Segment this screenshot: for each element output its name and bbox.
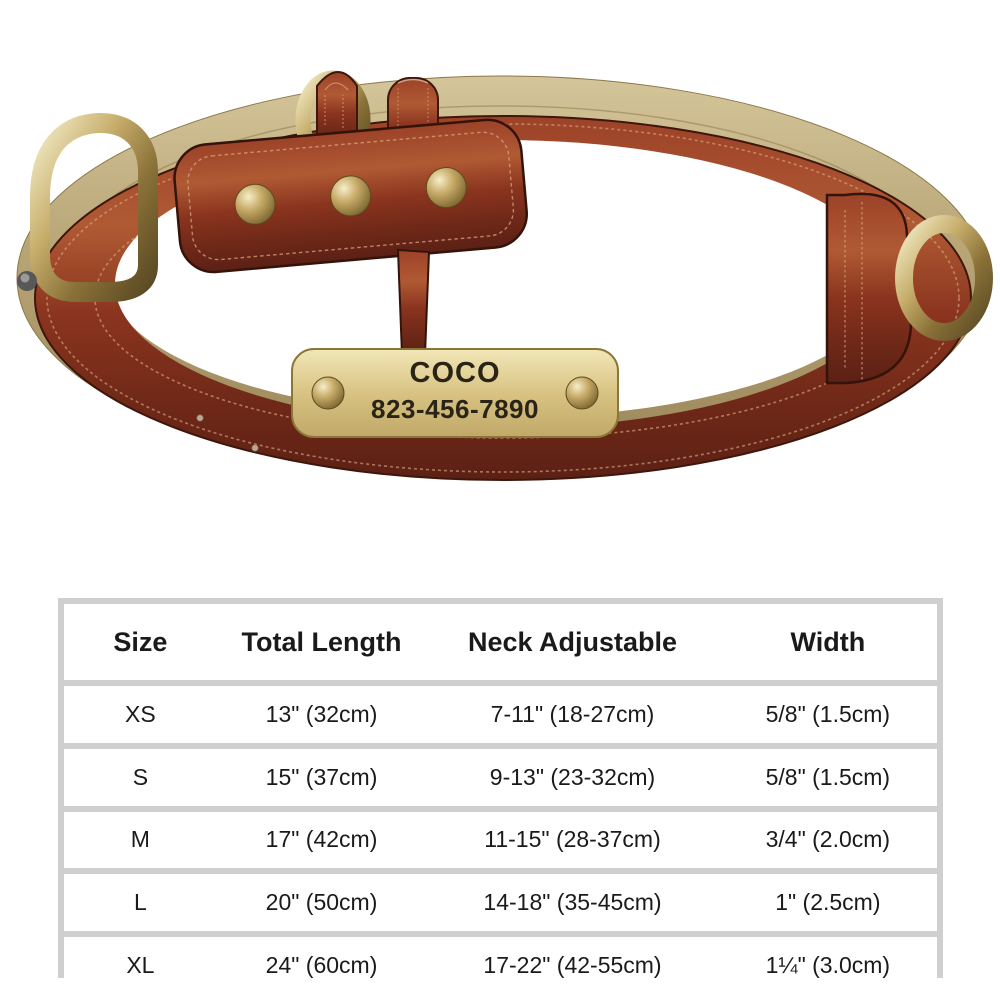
svg-text:823-456-7890: 823-456-7890: [371, 394, 539, 424]
svg-text:COCO: COCO: [410, 357, 501, 389]
